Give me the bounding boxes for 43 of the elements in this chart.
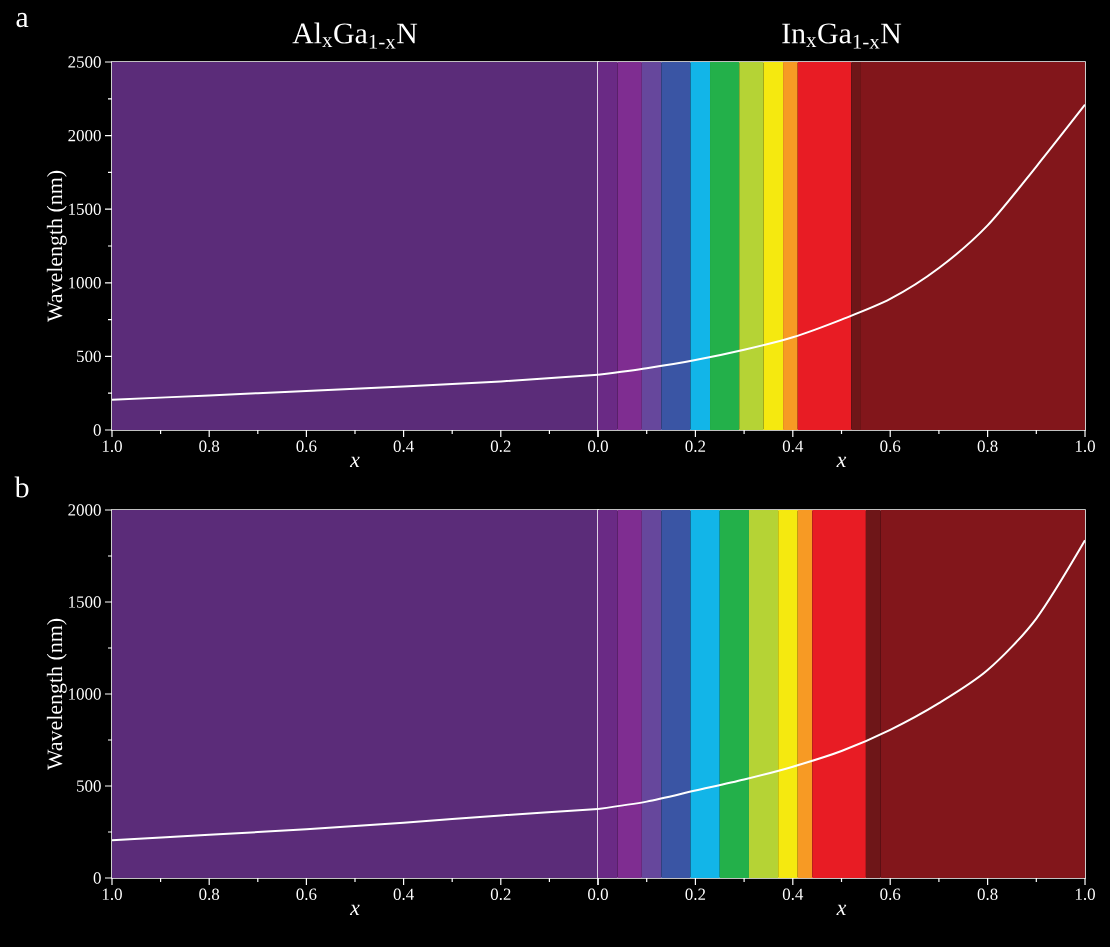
x-tick-label: 0.6: [880, 440, 901, 453]
x-tick-label: 0.2: [490, 440, 511, 453]
x-tick-label: 0.6: [880, 888, 901, 901]
y-axis-title: Wavelength (nm): [46, 618, 67, 771]
x-tick-label: 1.0: [102, 888, 122, 901]
x-tick-label: 0.8: [977, 440, 998, 453]
y-tick-label: 0: [93, 872, 101, 884]
x-tick-label: 0.2: [685, 888, 706, 901]
x-tick-label: 0.4: [393, 888, 414, 901]
x-tick-label: 0.6: [296, 888, 317, 901]
y-tick-label: 1000: [69, 277, 101, 289]
y-tick-label: 1500: [69, 596, 101, 608]
y-tick-label: 2000: [68, 129, 101, 142]
x-axis-title: x: [836, 904, 847, 915]
x-tick-label: 0.0: [588, 440, 608, 453]
x-tick-label: 0.0: [588, 888, 608, 901]
y-tick-label: 0: [93, 424, 101, 436]
x-tick-label: 1.0: [102, 440, 122, 453]
x-tick-label: 0.4: [782, 440, 804, 453]
y-tick-label: 500: [77, 780, 101, 792]
x-axis-title: x: [349, 456, 360, 467]
x-tick-label: 0.6: [296, 440, 317, 453]
text: b: [14, 476, 29, 498]
x-tick-label: 0.2: [490, 888, 511, 901]
x-tick-label: 0.8: [977, 888, 998, 901]
x-axis-title: x: [836, 456, 847, 467]
x-tick-label: 1.0: [1075, 888, 1095, 901]
y-tick-label: 500: [77, 350, 101, 363]
x-tick-label: 0.2: [685, 440, 706, 453]
x-tick-label: 0.4: [393, 440, 414, 453]
text: a: [16, 12, 29, 28]
y-axis-title: Wavelength (nm): [46, 170, 67, 323]
x-tick-label: 0.8: [199, 888, 220, 901]
x-tick-label: 0.4: [782, 888, 804, 901]
y-tick-label: 2000: [68, 504, 101, 516]
y-tick-label: 2500: [68, 56, 101, 68]
x-axis-title: x: [349, 904, 360, 915]
y-tick-label: 1500: [69, 203, 101, 215]
x-tick-label: 0.8: [199, 440, 220, 453]
chart-title: In$_{x}$Ga$_{1-x}$N: [782, 23, 902, 49]
x-tick-label: 1.0: [1075, 440, 1095, 453]
y-tick-label: 1000: [69, 688, 101, 700]
chart-title: Al$_{x}$Ga$_{1-x}$N: [292, 22, 418, 49]
